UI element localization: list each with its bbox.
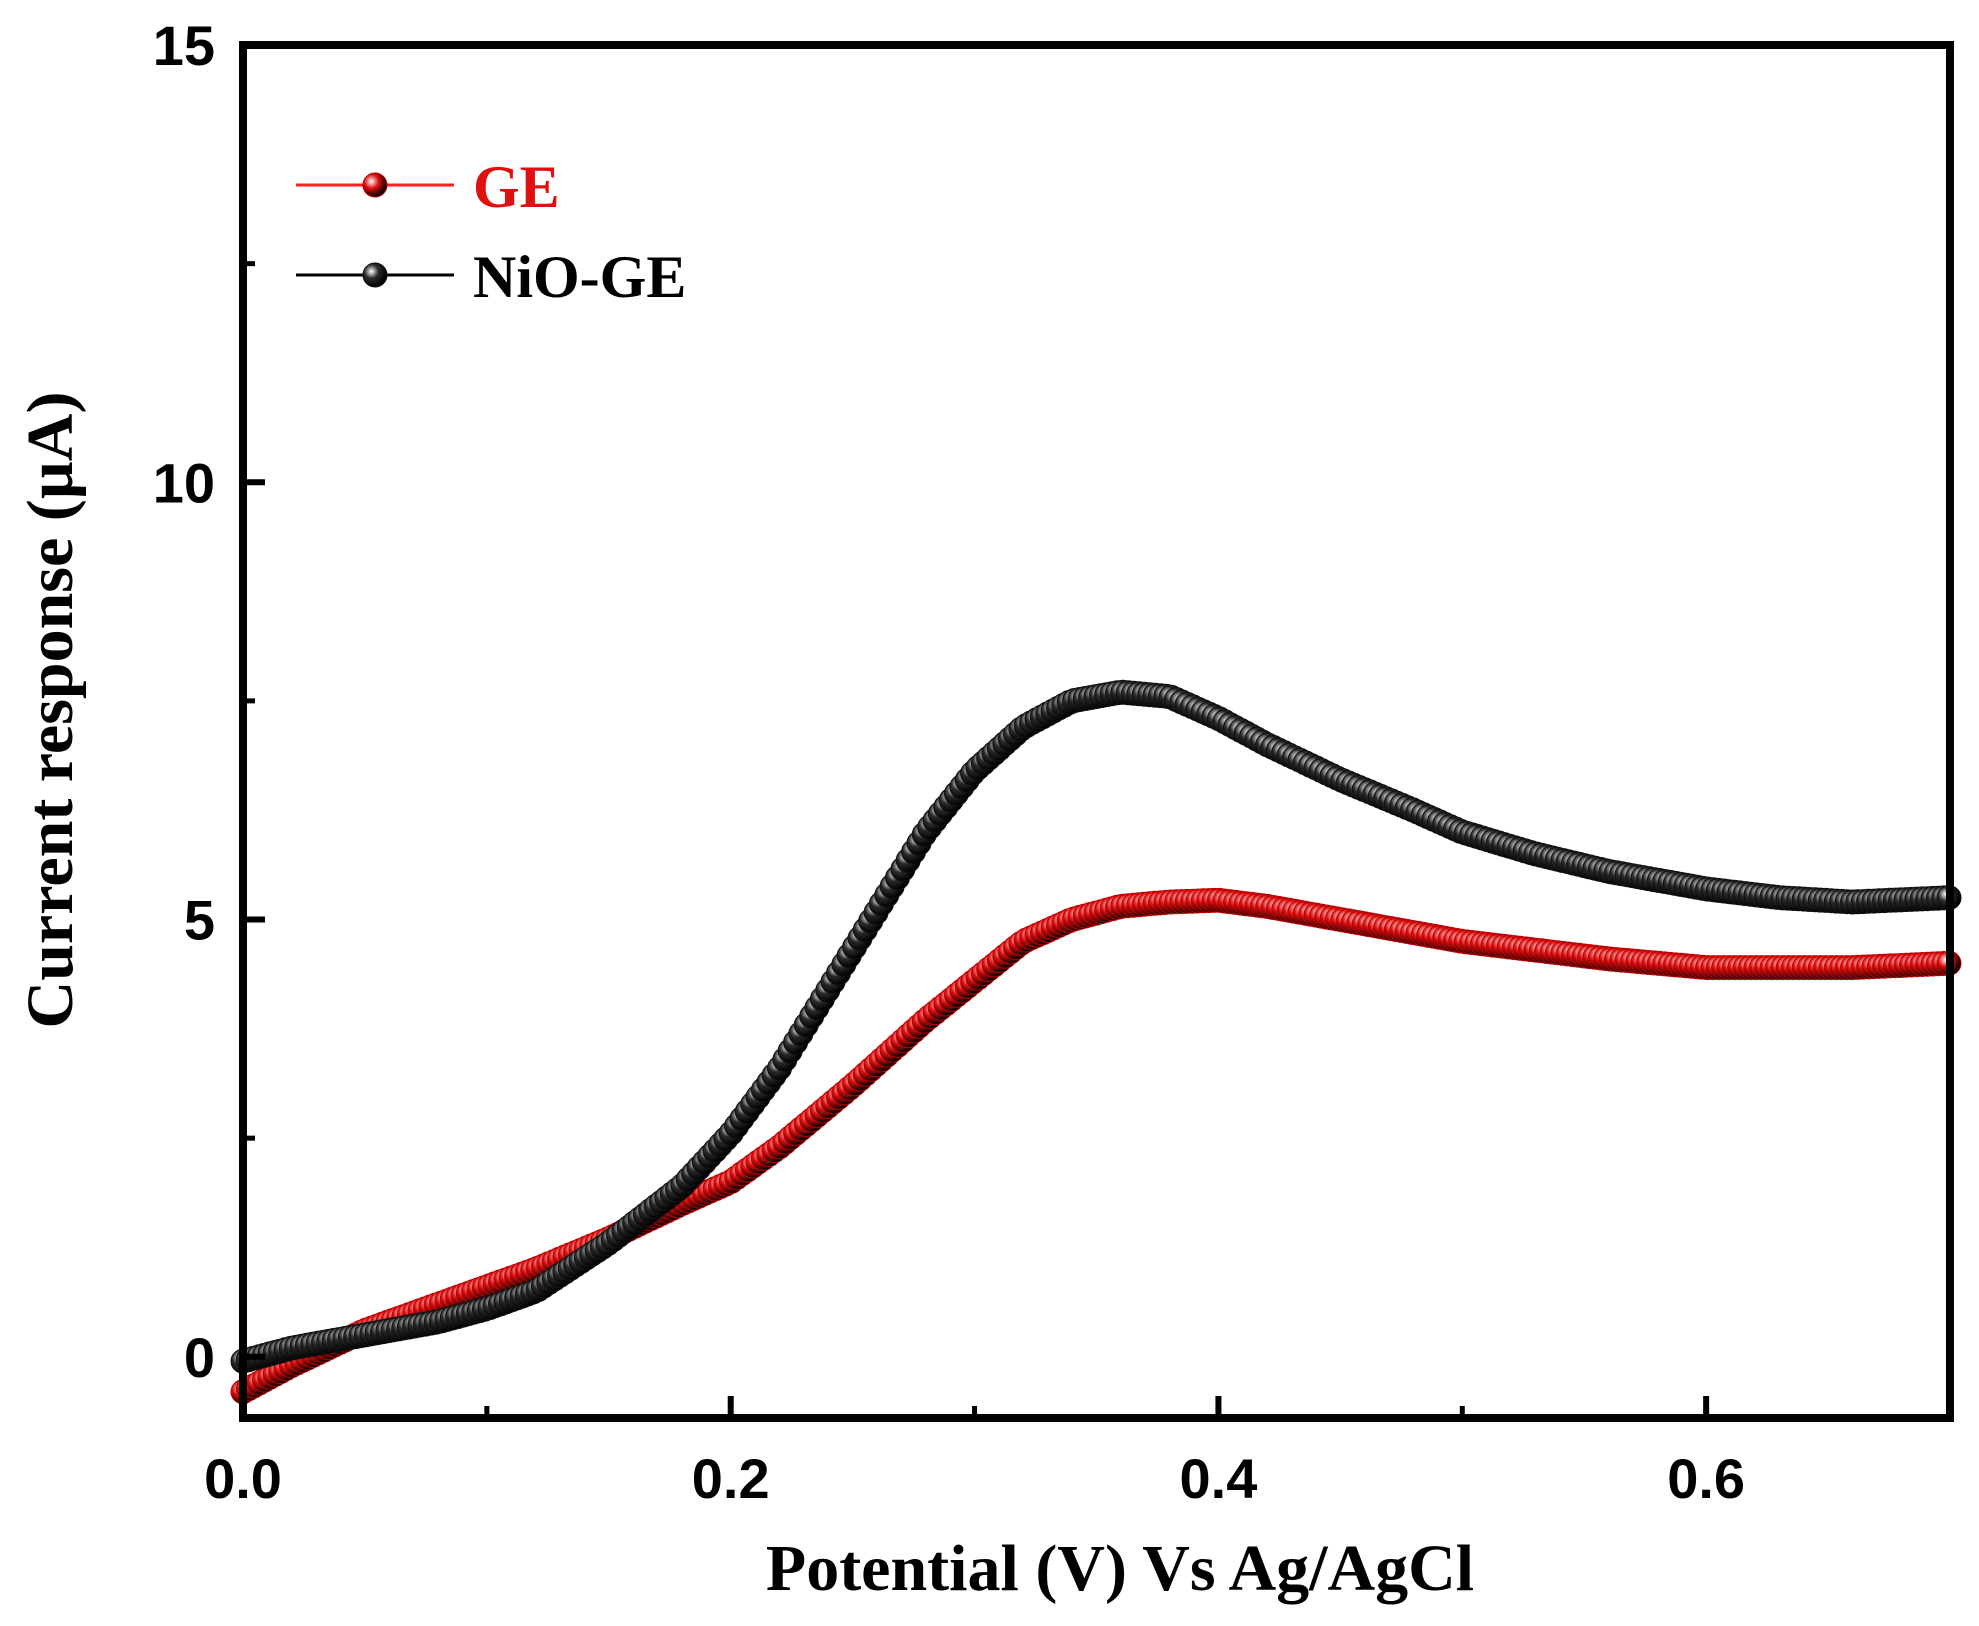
y-tick-label: 5: [184, 889, 215, 952]
plot-border: [239, 41, 1954, 1422]
y-tick-label: 15: [153, 14, 215, 77]
x-axis-title: Potential (V) Vs Ag/AgCl: [766, 1532, 1474, 1605]
y-tick-label: 0: [184, 1326, 215, 1389]
series-line: [242, 690, 1951, 1363]
legend: GE NiO-GE: [296, 154, 686, 310]
legend-item-ge: GE: [296, 154, 560, 220]
axes-layer: 0.0 0.2 0.4 0.6 0 5 10 15: [153, 14, 1954, 1510]
x-tick-label: 0.6: [1667, 1447, 1745, 1510]
series-nio-ge: [230, 679, 1962, 1374]
x-tick-label: 0.4: [1179, 1447, 1257, 1510]
series-ge: [230, 887, 1962, 1405]
legend-label: GE: [473, 154, 560, 220]
legend-marker: [362, 262, 388, 288]
series-layer: [230, 679, 1962, 1405]
legend-label: NiO-GE: [473, 244, 686, 310]
y-tick-label: 10: [153, 451, 215, 514]
x-tick-label: 0.0: [204, 1447, 282, 1510]
x-tick-label: 0.2: [692, 1447, 770, 1510]
legend-item-nio-ge: NiO-GE: [296, 244, 686, 310]
y-axis-title: Current response (µA): [14, 392, 87, 1029]
legend-marker: [362, 172, 388, 198]
